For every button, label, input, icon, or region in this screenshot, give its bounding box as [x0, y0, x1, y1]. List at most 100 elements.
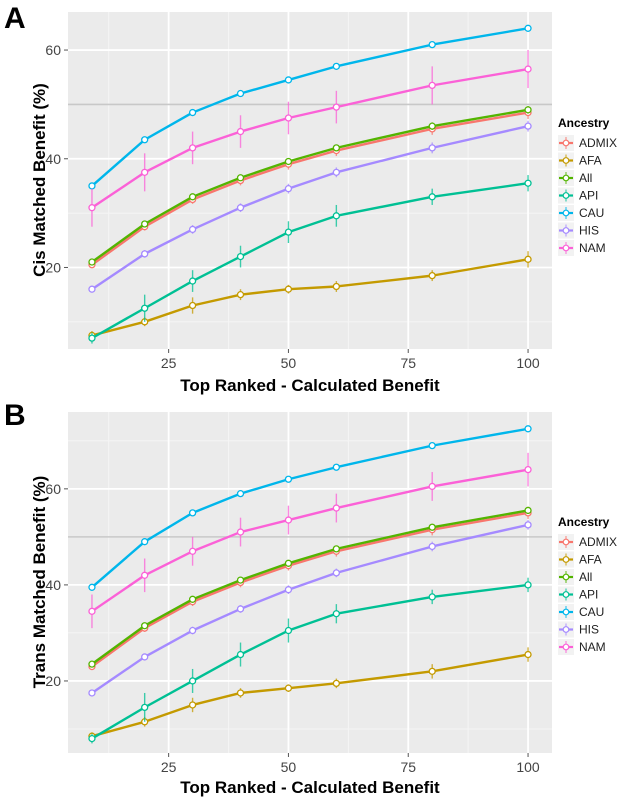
data-point	[284, 76, 293, 84]
legend-title-a: Ancestry	[558, 116, 610, 130]
data-point	[284, 559, 293, 567]
series-cau	[88, 24, 532, 190]
x-axis-title-a: Top Ranked - Calculated Benefit	[180, 376, 440, 395]
data-point	[88, 334, 96, 342]
data-point	[428, 193, 436, 201]
data-point	[524, 106, 532, 114]
data-point	[236, 689, 245, 697]
series-line	[91, 108, 529, 264]
series-afa	[88, 647, 532, 741]
series-line	[91, 27, 529, 187]
legend-title-b: Ancestry	[558, 515, 610, 529]
data-point	[236, 252, 245, 261]
legend-b: Ancestry ADMIX AFA All API CAU HIS NAM	[558, 515, 617, 655]
legend-key-point	[562, 174, 570, 182]
panel-b: B 25 50 75 100 20 40 60 Top Ranked - Calculate…	[4, 399, 617, 797]
data-point	[332, 212, 341, 220]
data-point	[88, 583, 96, 591]
data-point	[428, 667, 436, 676]
data-point	[284, 475, 293, 483]
data-point	[188, 301, 197, 310]
ticks-a: 25 50 75 100 20 40 60	[45, 42, 540, 371]
data-point	[284, 157, 293, 166]
data-point	[88, 734, 96, 743]
data-point	[284, 228, 293, 236]
data-point	[88, 258, 96, 266]
legend-label-api: API	[579, 189, 598, 203]
data-point	[236, 650, 245, 659]
series-line	[91, 583, 529, 740]
data-point	[428, 482, 436, 491]
series-all	[88, 106, 532, 266]
y-tick-label: 60	[45, 42, 61, 58]
x-tick-label: 100	[516, 355, 540, 371]
data-point	[188, 701, 197, 709]
data-point	[284, 626, 293, 635]
data-point	[332, 144, 341, 152]
legend-label-cau: CAU	[579, 206, 604, 220]
legend-key-point	[562, 227, 570, 234]
legend-key-point	[562, 192, 570, 199]
data-point	[236, 290, 245, 299]
data-point	[524, 506, 532, 515]
data-point	[236, 605, 245, 613]
series-line	[91, 523, 529, 694]
legend-key-point	[562, 626, 570, 633]
data-point	[141, 250, 149, 258]
x-tick-label: 75	[400, 759, 416, 775]
data-point	[236, 489, 245, 498]
y-tick-label: 40	[45, 151, 61, 167]
data-point	[524, 465, 532, 474]
series-nam	[88, 50, 532, 227]
data-point	[524, 521, 532, 529]
legend-key-point	[562, 244, 570, 252]
data-point	[524, 65, 532, 73]
legend-label-all: All	[579, 570, 592, 584]
legend-label-admix: ADMIX	[579, 535, 617, 549]
data-point	[284, 185, 293, 193]
data-point	[332, 610, 341, 618]
y-tick-label: 40	[45, 577, 61, 593]
data-point	[428, 81, 436, 90]
series-line	[91, 258, 529, 337]
data-point	[524, 581, 532, 589]
data-point	[141, 304, 149, 312]
data-point	[428, 40, 436, 49]
legend-label-nam: NAM	[579, 640, 606, 654]
legend-label-api: API	[579, 588, 598, 602]
data-point	[236, 89, 245, 98]
data-point	[524, 650, 532, 659]
series-api	[88, 175, 532, 344]
data-point	[332, 504, 341, 512]
legend-key-point	[562, 608, 570, 616]
data-point	[332, 545, 341, 553]
legend-key-point	[562, 643, 570, 651]
legend-label-his: HIS	[579, 623, 599, 637]
series-all	[88, 506, 532, 668]
data-point	[236, 576, 245, 584]
series-b	[88, 425, 532, 744]
data-point	[284, 516, 293, 524]
data-point	[524, 425, 532, 433]
data-point	[332, 463, 341, 471]
series-his	[88, 120, 532, 293]
legend-key-point	[562, 573, 570, 581]
data-point	[88, 182, 96, 190]
series-cau	[88, 425, 532, 591]
series-line	[91, 509, 529, 666]
series-his	[88, 520, 532, 697]
data-point	[284, 684, 293, 692]
legend-key-point	[562, 209, 570, 217]
x-tick-label: 50	[281, 355, 297, 371]
panel-a: A 25 50 75 100 20 40 60 Top Ranked - Calculate…	[4, 2, 617, 395]
y-tick-label: 20	[45, 673, 61, 689]
data-point	[188, 626, 197, 635]
data-point	[332, 103, 341, 111]
data-point	[332, 569, 341, 577]
x-tick-label: 75	[400, 355, 416, 371]
legend-label-nam: NAM	[579, 241, 606, 255]
x-tick-label: 25	[161, 759, 177, 775]
data-point	[284, 586, 293, 594]
panel-label-b: B	[4, 399, 26, 432]
